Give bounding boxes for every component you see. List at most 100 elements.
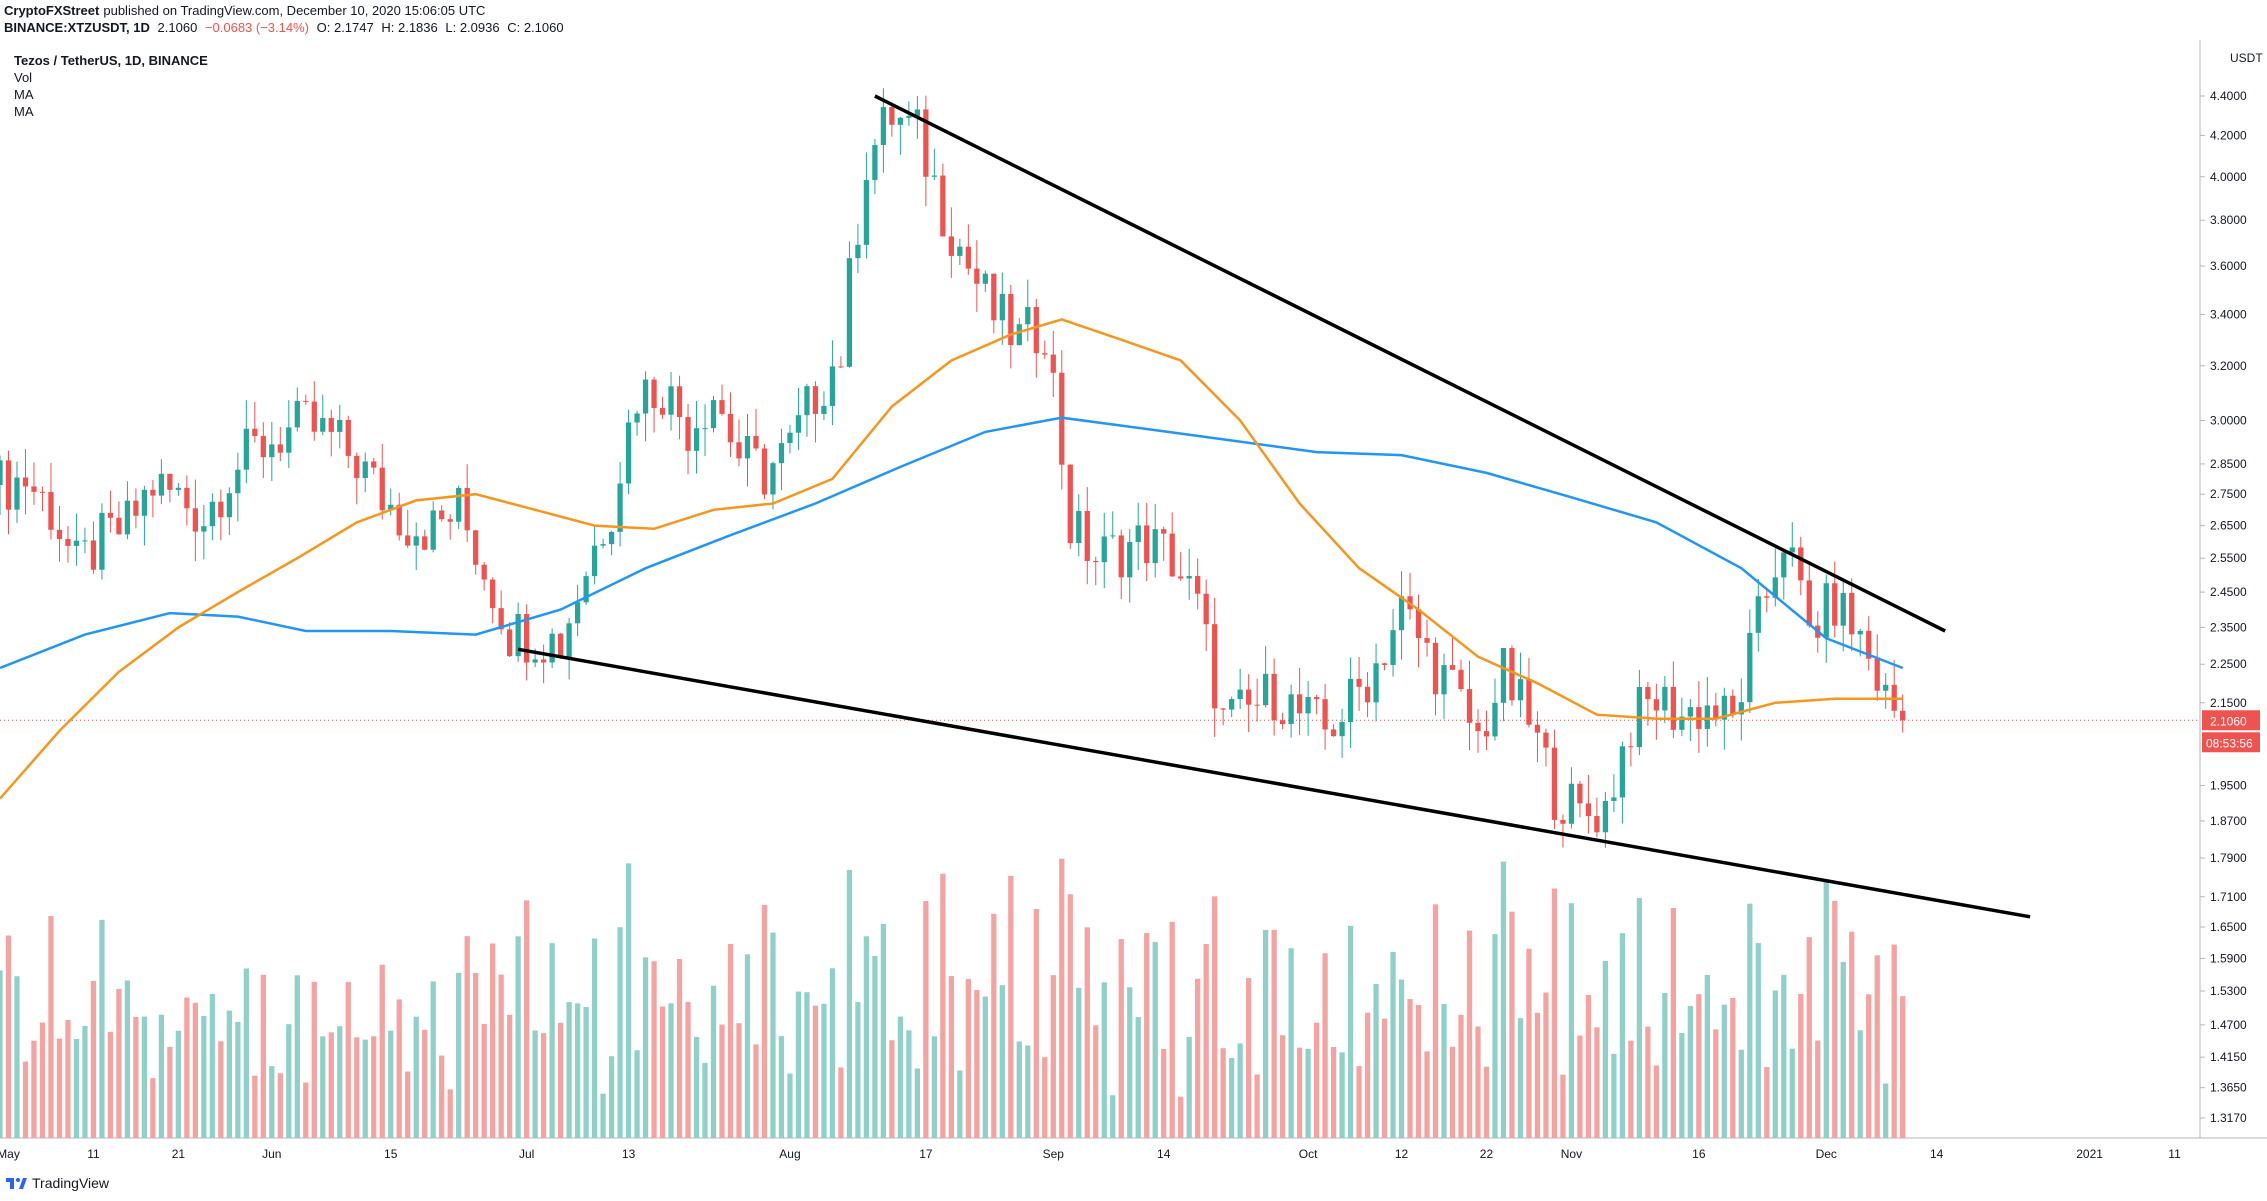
volume-bar bbox=[82, 1025, 88, 1138]
candle bbox=[1891, 660, 1897, 718]
volume-bar bbox=[99, 919, 105, 1138]
volume-bar bbox=[872, 955, 878, 1138]
candle bbox=[1152, 503, 1158, 578]
volume-bar bbox=[1832, 900, 1838, 1138]
candle bbox=[608, 530, 615, 556]
publisher-header: CryptoFXStreet published on TradingView.c… bbox=[0, 0, 2267, 40]
volume-bar bbox=[507, 1014, 513, 1138]
candle bbox=[1526, 657, 1532, 728]
candle bbox=[1322, 683, 1328, 750]
volume-bar bbox=[1059, 858, 1065, 1138]
candle bbox=[39, 486, 46, 512]
volume-bar bbox=[1356, 1066, 1362, 1138]
candle bbox=[897, 116, 904, 155]
open-text: O: 2.1747 bbox=[316, 20, 374, 35]
candle bbox=[133, 488, 139, 529]
legend-ma-fast[interactable]: MA bbox=[14, 87, 34, 102]
candle bbox=[1823, 574, 1829, 663]
volume-bar bbox=[1611, 1053, 1617, 1138]
candle bbox=[1602, 791, 1609, 848]
volume-bar bbox=[1653, 1065, 1660, 1138]
candle bbox=[753, 408, 759, 451]
volume-bar bbox=[1730, 997, 1736, 1138]
volume-bar bbox=[1161, 1049, 1167, 1138]
volume-bar bbox=[1679, 1032, 1685, 1138]
volume-bar bbox=[1781, 974, 1787, 1138]
volume-bar bbox=[651, 961, 657, 1138]
time-tick-label: 2021 bbox=[2076, 1147, 2103, 1161]
time-tick-label: Nov bbox=[1561, 1147, 1582, 1161]
volume-bar bbox=[1110, 1095, 1116, 1138]
volume-bar bbox=[600, 1093, 606, 1138]
volume-bar bbox=[1135, 1017, 1141, 1138]
volume-bar bbox=[1645, 1026, 1651, 1138]
trendline-upper[interactable] bbox=[874, 94, 1946, 633]
symbol-text: BINANCE:XTZUSDT, 1D bbox=[4, 20, 150, 35]
candle bbox=[1492, 678, 1498, 741]
candle bbox=[693, 401, 700, 474]
volume-bar bbox=[175, 1030, 182, 1138]
volume-bar bbox=[608, 1056, 615, 1138]
candle bbox=[1271, 658, 1277, 736]
volume-bar bbox=[1313, 1022, 1320, 1138]
volume-bar bbox=[923, 901, 929, 1138]
volume-bar bbox=[1874, 955, 1880, 1138]
volume-bar bbox=[1067, 894, 1073, 1138]
candle bbox=[710, 395, 717, 433]
price-chart[interactable]: 4.4000 4.2000 4.0000 3.8000 3.6000 3.4000 3.20… bbox=[0, 40, 2267, 1168]
price-axis-unit: USDT bbox=[2230, 51, 2263, 65]
volume-bar bbox=[685, 1001, 691, 1138]
candle bbox=[1849, 578, 1855, 652]
time-tick-label: 22 bbox=[1480, 1147, 1494, 1161]
price-tick-label: 4.2000 bbox=[2210, 128, 2247, 142]
volume-bar bbox=[1815, 1040, 1821, 1138]
legend-ma-slow[interactable]: MA bbox=[14, 104, 34, 119]
trendline-lower[interactable] bbox=[517, 647, 2031, 919]
volume-bar bbox=[778, 1036, 785, 1138]
candle bbox=[1585, 774, 1592, 834]
candle bbox=[1568, 767, 1575, 829]
candle bbox=[48, 462, 54, 540]
volume-bar bbox=[829, 968, 836, 1138]
candle bbox=[90, 521, 97, 574]
candle bbox=[328, 409, 334, 457]
legend-vol[interactable]: Vol bbox=[14, 70, 33, 85]
candle bbox=[1449, 636, 1456, 670]
candle bbox=[396, 492, 402, 541]
volume-bar bbox=[1008, 875, 1014, 1138]
candle bbox=[22, 449, 29, 515]
candle bbox=[1798, 536, 1804, 596]
candle bbox=[456, 485, 462, 529]
time-tick-label: Jul bbox=[519, 1147, 534, 1161]
volume-bar bbox=[65, 1019, 71, 1138]
volume-bar bbox=[676, 958, 683, 1138]
volume-bar bbox=[974, 989, 980, 1138]
candle bbox=[1254, 678, 1260, 722]
volume-bar bbox=[1152, 941, 1158, 1138]
volume-bar bbox=[1118, 939, 1124, 1138]
volume-bar bbox=[668, 1003, 674, 1138]
candle bbox=[311, 381, 317, 441]
candle bbox=[702, 404, 708, 457]
tradingview-logo[interactable]: TradingView bbox=[6, 1175, 109, 1191]
volume-bar bbox=[1891, 944, 1897, 1138]
price-tick-label: 3.0000 bbox=[2210, 413, 2247, 427]
candle bbox=[1653, 683, 1660, 740]
candle bbox=[1594, 797, 1600, 838]
price-tick-label: 3.6000 bbox=[2210, 259, 2247, 273]
time-tick-label: 12 bbox=[1395, 1147, 1409, 1161]
volume-bar bbox=[812, 1005, 819, 1138]
volume-bar bbox=[124, 980, 131, 1138]
volume-bar bbox=[1263, 929, 1269, 1138]
volume-bar bbox=[965, 978, 971, 1138]
price-tick-label: 1.3650 bbox=[2210, 1081, 2247, 1095]
author-name[interactable]: CryptoFXStreet bbox=[4, 3, 100, 18]
volume-bar bbox=[473, 972, 479, 1138]
volume-bar bbox=[787, 1073, 793, 1138]
volume-bar bbox=[209, 993, 215, 1138]
volume-bar bbox=[1840, 961, 1846, 1138]
candle bbox=[1186, 548, 1192, 600]
candle bbox=[14, 461, 20, 523]
volume-bar bbox=[804, 992, 810, 1138]
candle bbox=[1670, 661, 1676, 738]
